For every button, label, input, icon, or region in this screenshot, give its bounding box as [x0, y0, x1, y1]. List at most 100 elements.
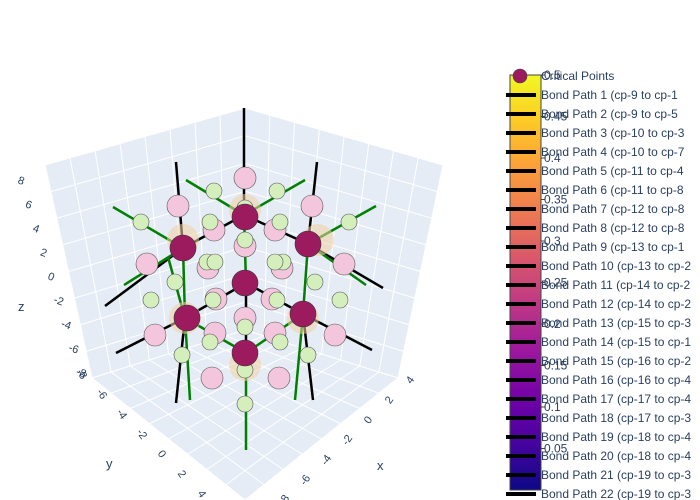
- legend-label: Bond Path 2 (cp-9 to cp-5: [541, 107, 678, 121]
- colorbar-tick-label: 0.05: [544, 442, 568, 456]
- y-tick-label: 2: [175, 468, 188, 480]
- legend-label: Bond Path 7 (cp-12 to cp-8: [541, 202, 685, 216]
- critical-point-pink: [323, 323, 347, 347]
- colorbar-tick-label: 0.15: [544, 359, 568, 373]
- colorbar-tick-label: 0.35: [544, 193, 568, 207]
- critical-point-strong: [231, 269, 259, 297]
- z-tick-label: -6: [67, 342, 80, 357]
- y-axis-title: y: [106, 456, 113, 471]
- z-tick-label: -2: [52, 294, 65, 309]
- colorbar-tick-label: 0.45: [544, 110, 568, 124]
- critical-point-green: [268, 291, 286, 309]
- critical-point-green: [271, 333, 289, 351]
- legend-item-bond-path[interactable]: Bond Path 13 (cp-15 to cp-3: [506, 316, 691, 330]
- z-axis-title: z: [18, 299, 25, 314]
- critical-point-green: [331, 291, 349, 309]
- critical-point-green: [236, 395, 254, 413]
- legend-item-bond-path[interactable]: Bond Path 7 (cp-12 to cp-8: [506, 202, 685, 216]
- legend-item-bond-path[interactable]: Bond Path 9 (cp-13 to cp-1: [506, 240, 685, 254]
- legend-item-bond-path[interactable]: Bond Path 4 (cp-10 to cp-7: [506, 145, 685, 159]
- critical-point-pink: [267, 366, 291, 390]
- gridline: [144, 136, 169, 355]
- gridline: [244, 274, 410, 326]
- critical-point-green: [204, 291, 222, 309]
- colorbar-tick-label: 0.2: [544, 317, 561, 331]
- colorbar-tick-label: 0.4: [544, 151, 561, 165]
- critical-point-strong: [294, 230, 322, 258]
- colorbar-tick-label: 0.3: [544, 234, 561, 248]
- legend-item-bond-path[interactable]: Bond Path 18 (cp-17 to cp-3: [506, 411, 691, 425]
- critical-point-green: [306, 273, 324, 291]
- legend-item-bond-path[interactable]: Bond Path 10 (cp-13 to cp-2: [506, 259, 691, 273]
- legend-item-bond-path[interactable]: Bond Path 2 (cp-9 to cp-5: [506, 107, 678, 121]
- legend-label: Bond Path 6 (cp-11 to cp-8: [541, 183, 684, 197]
- legend-item-bond-path[interactable]: Bond Path 22 (cp-19 to cp-3: [506, 487, 691, 500]
- x-tick-label: -8: [277, 493, 292, 500]
- critical-point-pink: [200, 366, 224, 390]
- y-tick-label: 0: [155, 448, 168, 460]
- critical-point-green: [268, 182, 286, 200]
- legend-item-bond-path[interactable]: Bond Path 11 (cp-14 to cp-2: [506, 278, 691, 292]
- legend-label: Bond Path 21 (cp-19 to cp-3: [541, 468, 691, 482]
- critical-point-green: [340, 213, 358, 231]
- legend-item-bond-path[interactable]: Bond Path 8 (cp-12 to cp-8: [506, 221, 685, 235]
- legend-item-bond-path[interactable]: Bond Path 1 (cp-9 to cp-1: [506, 88, 678, 102]
- legend-label: Bond Path 4 (cp-10 to cp-7: [541, 145, 685, 159]
- legend-item-bond-path[interactable]: Bond Path 19 (cp-18 to cp-4: [506, 430, 691, 444]
- x-tick-label: 0: [362, 414, 375, 426]
- legend-item-bond-path[interactable]: Bond Path 15 (cp-16 to cp-2: [506, 354, 691, 368]
- legend-label: Bond Path 12 (cp-14 to cp-2: [541, 297, 691, 311]
- legend-item-bond-path[interactable]: Bond Path 5 (cp-11 to cp-4: [506, 164, 684, 178]
- critical-point-green: [236, 318, 254, 336]
- x-tick-label: -4: [319, 453, 334, 468]
- legend-label: Bond Path 11 (cp-14 to cp-2: [541, 278, 691, 292]
- gridline: [187, 347, 341, 425]
- critical-point-pink: [135, 252, 159, 276]
- critical-point-strong: [169, 234, 197, 262]
- z-tick-label: -8: [74, 366, 87, 381]
- legend-label: Bond Path 5 (cp-11 to cp-4: [541, 164, 684, 178]
- critical-point-green: [132, 213, 150, 231]
- gridline: [80, 274, 246, 326]
- legend-label: Bond Path 19 (cp-18 to cp-4: [541, 430, 691, 444]
- y-tick-label: -4: [114, 407, 129, 422]
- gridline: [206, 365, 361, 470]
- gridline: [244, 301, 404, 352]
- colorbar-tick-label: 0.1: [544, 400, 561, 414]
- z-tick-label: 6: [24, 198, 34, 211]
- legend-item-bond-path[interactable]: Bond Path 16 (cp-16 to cp-4: [506, 373, 691, 387]
- critical-point-green: [206, 253, 224, 271]
- legend-item-bond-path[interactable]: Bond Path 3 (cp-10 to cp-3: [506, 126, 685, 140]
- legend-label: Bond Path 15 (cp-16 to cp-2: [541, 354, 691, 368]
- x-axis-title: x: [377, 458, 384, 473]
- critical-point-green: [266, 253, 284, 271]
- x-tick-label: 4: [404, 374, 417, 386]
- gridline: [225, 371, 380, 486]
- legend-label: Bond Path 17 (cp-17 to cp-4: [541, 392, 691, 406]
- legend-label: Bond Path 10 (cp-13 to cp-2: [541, 259, 691, 273]
- critical-point-green: [173, 346, 191, 364]
- gridline: [187, 359, 341, 455]
- colorbar-tick-label: 0.25: [544, 276, 568, 290]
- critical-point-green: [201, 213, 219, 231]
- legend-item-bond-path[interactable]: Bond Path 20 (cp-18 to cp-4: [506, 449, 691, 463]
- y-tick-label: -2: [134, 427, 149, 442]
- legend-item-bond-path[interactable]: Bond Path 14 (cp-15 to cp-1: [506, 335, 691, 349]
- legend[interactable]: Critical Points Bond Path 1 (cp-9 to cp-1…: [506, 68, 691, 500]
- legend-item-bond-path[interactable]: Bond Path 6 (cp-11 to cp-8: [506, 183, 684, 197]
- legend-item-bond-path[interactable]: Bond Path 12 (cp-14 to cp-2: [506, 297, 691, 311]
- gridline: [340, 143, 370, 361]
- critical-point-green: [142, 291, 160, 309]
- critical-point-green: [299, 346, 317, 364]
- colorbar: [509, 74, 542, 491]
- critical-point-pink: [166, 194, 190, 218]
- legend-item-critical-points[interactable]: Critical Points: [512, 68, 614, 84]
- critical-point-pink: [332, 252, 356, 276]
- y-tick-label: 4: [195, 488, 208, 500]
- legend-item-bond-path[interactable]: Bond Path 21 (cp-19 to cp-3: [506, 468, 691, 482]
- critical-point-strong: [231, 203, 259, 231]
- critical-point-strong: [173, 304, 201, 332]
- legend-item-bond-path[interactable]: Bond Path 17 (cp-17 to cp-4: [506, 392, 691, 406]
- legend-label: Bond Path 16 (cp-16 to cp-4: [541, 373, 691, 387]
